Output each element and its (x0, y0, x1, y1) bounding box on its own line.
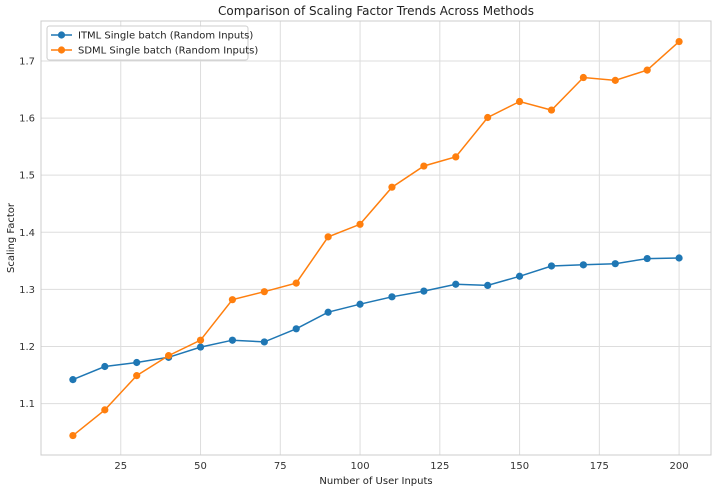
y-tick-label: 1.3 (19, 285, 35, 296)
y-tick-label: 1.6 (19, 114, 35, 125)
series-line (72, 41, 680, 437)
data-point (324, 308, 332, 316)
data-point (101, 406, 109, 414)
y-tick-label: 1.2 (19, 342, 35, 353)
x-tick-label: 50 (194, 461, 207, 472)
y-tick-label: 1.1 (19, 399, 35, 410)
chart-title: Comparison of Scaling Factor Trends Acro… (218, 4, 534, 18)
series-group (69, 37, 683, 440)
x-tick-label: 150 (510, 461, 529, 472)
plot-area (40, 20, 712, 456)
legend-marker (57, 46, 66, 54)
data-point (388, 293, 396, 301)
data-point (675, 254, 683, 262)
x-axis-label: Number of User Inputs (319, 476, 432, 487)
data-point (420, 162, 428, 170)
data-point (515, 272, 524, 280)
data-point (260, 338, 268, 346)
legend: ITML Single batch (Random Inputs) SDML Si… (46, 25, 258, 61)
data-point (515, 97, 524, 106)
x-tick-label: 175 (590, 461, 609, 472)
data-point (452, 280, 460, 288)
data-point (484, 281, 492, 289)
x-tick-label: 200 (670, 461, 689, 472)
data-point (101, 362, 109, 371)
x-tick-label: 25 (114, 461, 127, 472)
series-1 (69, 37, 683, 440)
data-point (69, 431, 77, 440)
data-point (611, 260, 619, 268)
data-point (452, 153, 460, 161)
data-point (292, 325, 300, 333)
legend-box (46, 25, 249, 61)
data-point (292, 279, 300, 287)
x-tick-label: 100 (351, 461, 370, 472)
data-point (69, 376, 77, 384)
x-axis-ticks: 25 50 75 100 125 150 175 200 (114, 461, 688, 472)
data-point (133, 358, 141, 367)
series-0 (69, 254, 683, 384)
data-point (228, 296, 237, 304)
data-point (196, 343, 205, 351)
data-point (547, 262, 556, 270)
data-point (356, 300, 364, 308)
data-point (388, 183, 396, 191)
data-point (324, 233, 332, 241)
data-point (579, 73, 587, 82)
data-point (260, 288, 268, 296)
x-tick-label: 75 (274, 461, 287, 472)
data-point (579, 261, 587, 269)
y-axis-ticks: 1.1 1.2 1.3 1.4 1.5 1.6 1.7 (19, 56, 35, 410)
legend-label: ITML Single batch (Random Inputs) (78, 31, 253, 42)
legend-label: SDML Single batch (Random Inputs) (78, 46, 258, 57)
data-point (643, 254, 651, 263)
y-axis-label: Scaling Factor (6, 202, 17, 273)
series-line (72, 257, 680, 381)
y-tick-label: 1.5 (19, 171, 35, 182)
data-point (356, 220, 364, 228)
data-point (675, 37, 683, 46)
y-tick-label: 1.4 (19, 228, 35, 239)
data-point (165, 352, 173, 360)
data-point (643, 66, 651, 74)
data-point (611, 76, 619, 84)
y-tick-label: 1.7 (19, 56, 35, 67)
legend-marker (57, 31, 66, 39)
data-point (133, 372, 141, 380)
x-tick-label: 125 (430, 461, 449, 472)
data-point (196, 336, 205, 344)
data-point (547, 106, 556, 114)
data-point (484, 113, 492, 122)
data-point (420, 287, 428, 295)
grid-lines (41, 21, 711, 455)
data-point (228, 336, 237, 344)
